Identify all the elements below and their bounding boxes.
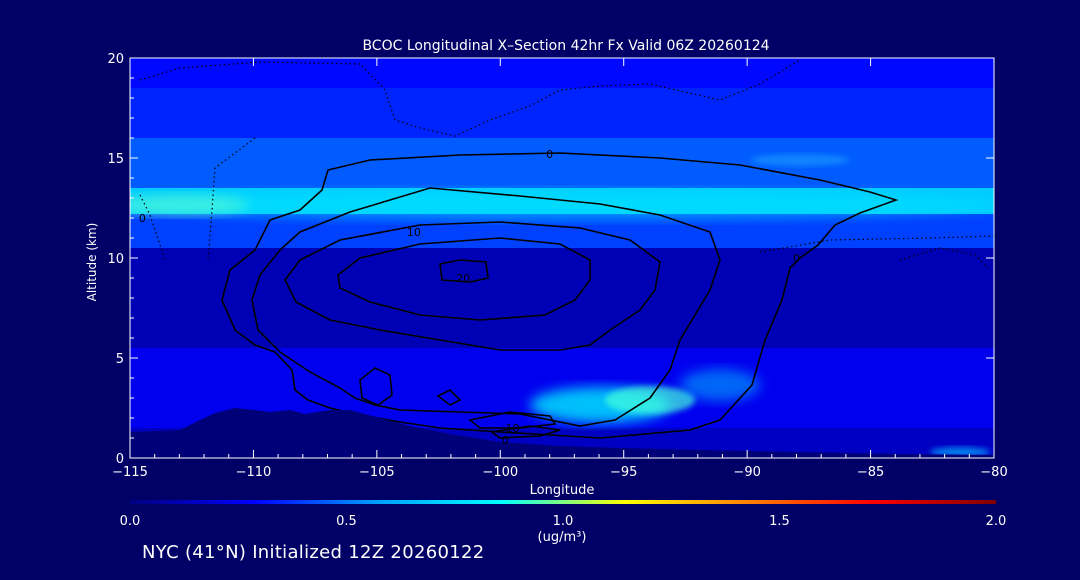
shading-band-4 bbox=[130, 214, 994, 248]
colorbar-tick-label: 0.5 bbox=[336, 514, 357, 529]
low-level-plume-east bbox=[680, 369, 760, 401]
contour-label: 10 bbox=[506, 422, 520, 435]
contour-20 bbox=[439, 259, 489, 283]
contour-closed-west bbox=[359, 367, 393, 406]
x-axis-label: Longitude bbox=[530, 483, 595, 498]
x-tick-label: −80 bbox=[980, 465, 1007, 480]
y-tick-label: 0 bbox=[116, 452, 124, 467]
shading-band-0 bbox=[130, 58, 994, 88]
y-tick-label: 5 bbox=[116, 352, 124, 367]
high-conc-layer bbox=[130, 191, 994, 219]
contour-label: 0 bbox=[502, 434, 509, 447]
footer-init-label: NYC (41°N) Initialized 12Z 20260122 bbox=[142, 542, 485, 563]
contour-label: 0 bbox=[793, 252, 800, 265]
x-tick-label: −85 bbox=[857, 465, 884, 480]
y-tick-label: 20 bbox=[107, 52, 124, 67]
colorbar-tick-label: 1.5 bbox=[769, 514, 790, 529]
colorbar-unit-label: (ug/m³) bbox=[538, 530, 587, 545]
terrain bbox=[130, 408, 994, 458]
low-level-plume-core bbox=[605, 386, 695, 414]
x-tick-label: −95 bbox=[610, 465, 637, 480]
colorbar-tick-label: 1.0 bbox=[553, 514, 574, 529]
y-tick-label: 10 bbox=[107, 252, 124, 267]
x-tick-label: −105 bbox=[359, 465, 395, 480]
contour-label: 10 bbox=[407, 226, 421, 239]
y-axis-label: Altitude (km) bbox=[85, 223, 99, 302]
high-conc-layer-west bbox=[130, 195, 250, 215]
contour-5 bbox=[251, 187, 721, 427]
contour-closed-small bbox=[436, 389, 462, 406]
shading-band-5 bbox=[130, 248, 994, 348]
chart-title: BCOC Longitudinal X–Section 42hr Fx Vali… bbox=[362, 38, 769, 54]
dotted-contour-west bbox=[207, 137, 256, 261]
contour-label: 0 bbox=[139, 212, 146, 225]
x-tick-label: −115 bbox=[112, 465, 148, 480]
contour-10 bbox=[284, 221, 661, 351]
contour-low-0 bbox=[490, 425, 561, 439]
contour-15 bbox=[337, 237, 591, 321]
colorbar bbox=[130, 500, 996, 504]
contour-low-10 bbox=[468, 411, 557, 429]
x-tick-label: −110 bbox=[236, 465, 272, 480]
shading-band-1 bbox=[130, 88, 994, 138]
contour-label: 0 bbox=[546, 148, 553, 161]
y-tick-label: 15 bbox=[107, 152, 124, 167]
dotted-contour-east bbox=[759, 235, 994, 253]
shading-band-2 bbox=[130, 138, 994, 188]
contour-label: 20 bbox=[456, 272, 470, 285]
colorbar-tick-label: 2.0 bbox=[986, 514, 1007, 529]
upper-patch bbox=[750, 154, 850, 166]
x-tick-label: −90 bbox=[733, 465, 760, 480]
contour-0 bbox=[221, 152, 899, 439]
x-tick-label: −100 bbox=[482, 465, 518, 480]
dotted-contour-east-low bbox=[899, 247, 991, 271]
colorbar-tick-label: 0.0 bbox=[120, 514, 141, 529]
plot-area bbox=[130, 58, 994, 458]
dotted-contour-upper bbox=[139, 59, 801, 137]
